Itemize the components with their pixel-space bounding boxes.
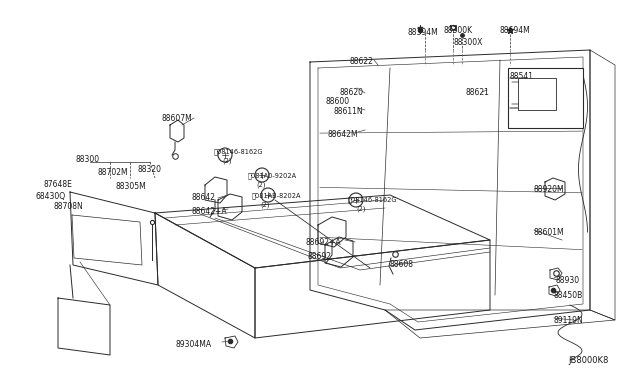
Text: 89119N: 89119N [554,316,584,325]
Text: 88920M: 88920M [534,185,564,194]
Text: 88611N: 88611N [333,107,363,116]
Text: Ⓑ08146-8162G: Ⓑ08146-8162G [214,148,264,155]
Text: (2): (2) [260,201,269,208]
Text: Ⓑ08146-8162G: Ⓑ08146-8162G [348,196,397,203]
Text: 88300: 88300 [75,155,99,164]
Text: 88620: 88620 [340,88,364,97]
Text: 88305M: 88305M [116,182,147,191]
Text: NOT: NOT [527,83,543,92]
Text: Ⓑ081A0-9202A: Ⓑ081A0-9202A [248,172,297,179]
Text: 88300X: 88300X [453,38,483,47]
Bar [508,68,583,128]
Text: 88601M: 88601M [534,228,564,237]
Text: 88608: 88608 [390,260,414,269]
Text: 88607M: 88607M [162,114,193,123]
Text: 88692: 88692 [308,252,332,261]
Text: SALE: SALE [527,99,546,108]
Text: JB8000K8: JB8000K8 [568,356,609,365]
Text: FOR: FOR [527,91,543,100]
Text: 88930: 88930 [556,276,580,285]
Text: 88708N: 88708N [53,202,83,211]
Text: 68430Q: 68430Q [35,192,65,201]
Text: 88450B: 88450B [554,291,583,300]
Text: (2): (2) [222,157,232,164]
Text: 88642M: 88642M [328,130,358,139]
Text: 87648E: 87648E [43,180,72,189]
Bar [518,78,556,110]
Text: (2): (2) [256,181,266,187]
Text: 88300K: 88300K [444,26,473,35]
Text: 88394M: 88394M [408,28,439,37]
Text: 88320: 88320 [138,165,162,174]
Text: 88642+A: 88642+A [192,207,228,216]
Text: 88621: 88621 [466,88,490,97]
Text: Ⓑ081AB-8202A: Ⓑ081AB-8202A [252,192,301,199]
Text: 88694M: 88694M [500,26,531,35]
Text: (2): (2) [356,205,365,212]
Text: 88642: 88642 [192,193,216,202]
Text: 89304MA: 89304MA [175,340,211,349]
Text: 88541: 88541 [510,72,534,81]
Text: 88622: 88622 [350,57,374,66]
Text: 88600: 88600 [326,97,350,106]
Text: 88702M: 88702M [97,168,127,177]
Text: 88692+A: 88692+A [306,238,342,247]
